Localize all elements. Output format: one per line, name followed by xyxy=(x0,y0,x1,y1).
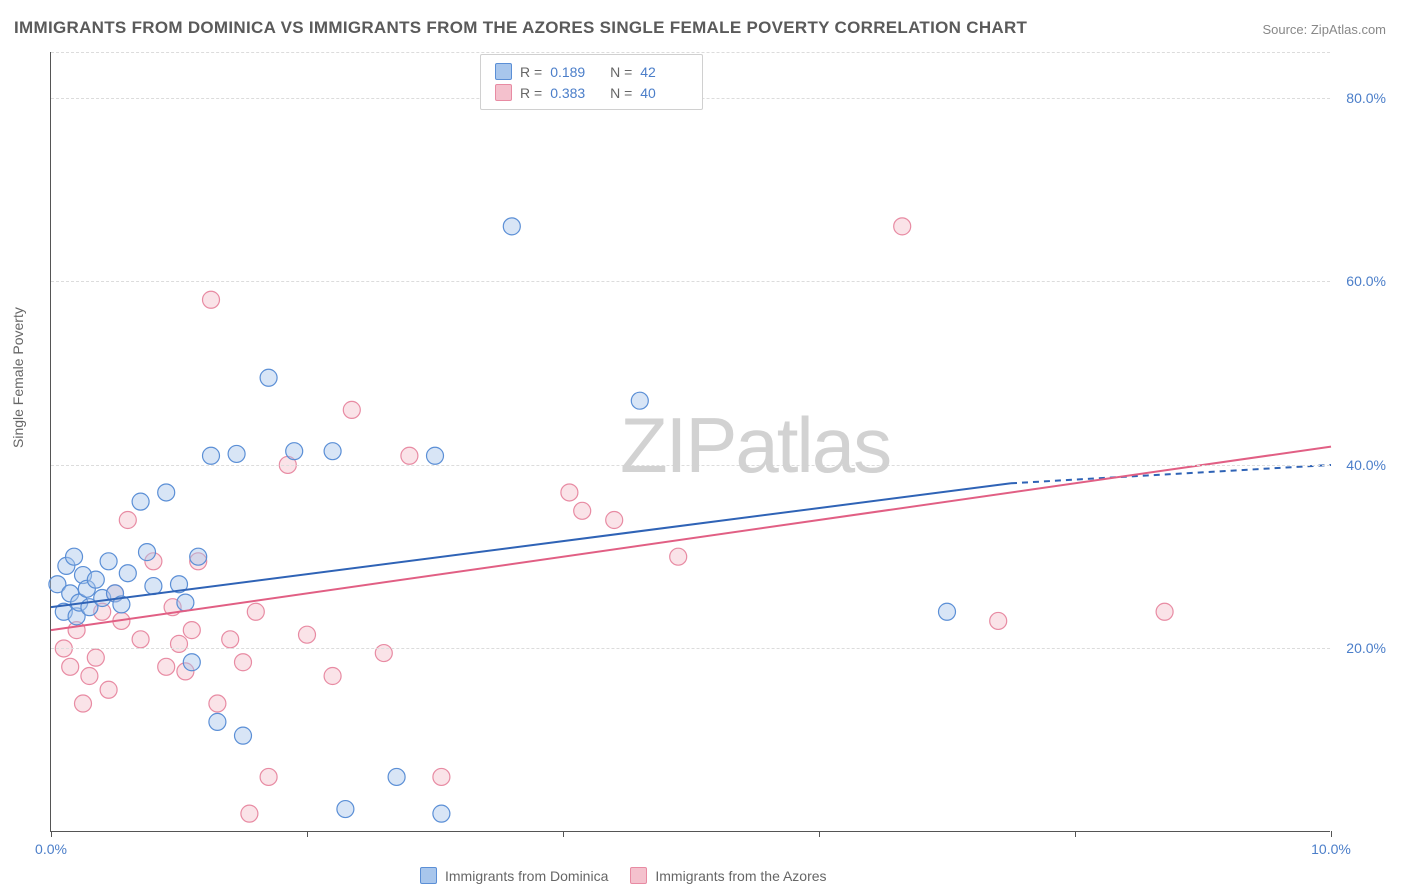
regression-line xyxy=(51,483,1011,607)
data-point xyxy=(158,484,175,501)
data-point xyxy=(203,291,220,308)
data-point xyxy=(375,645,392,662)
legend-row: R = 0.189 N = 42 xyxy=(495,61,688,82)
data-point xyxy=(343,401,360,418)
data-point xyxy=(183,622,200,639)
data-point xyxy=(401,447,418,464)
legend-swatch xyxy=(630,867,647,884)
data-point xyxy=(241,805,258,822)
data-point xyxy=(66,548,83,565)
data-point xyxy=(990,612,1007,629)
chart-svg xyxy=(51,52,1330,831)
legend-row: R = 0.383 N = 40 xyxy=(495,82,688,103)
y-tick-label: 40.0% xyxy=(1346,457,1386,473)
data-point xyxy=(119,565,136,582)
legend-item: Immigrants from the Azores xyxy=(630,867,826,884)
legend-swatch xyxy=(495,84,512,101)
data-point xyxy=(177,594,194,611)
legend-n-label: N = xyxy=(606,85,632,101)
x-tick-label: 10.0% xyxy=(1311,841,1351,857)
data-point xyxy=(171,635,188,652)
source-label: Source: ZipAtlas.com xyxy=(1262,22,1386,37)
data-point xyxy=(247,603,264,620)
data-point xyxy=(427,447,444,464)
data-point xyxy=(324,443,341,460)
legend-n-label: N = xyxy=(606,64,632,80)
legend-r-value: 0.383 xyxy=(550,85,598,101)
grid-line xyxy=(51,52,1330,53)
data-point xyxy=(388,768,405,785)
plot-area: 20.0%40.0%60.0%80.0%0.0%10.0% xyxy=(50,52,1330,832)
x-tick xyxy=(1331,831,1332,837)
data-point xyxy=(670,548,687,565)
data-point xyxy=(132,631,149,648)
x-tick-label: 0.0% xyxy=(35,841,67,857)
legend-r-label: R = xyxy=(520,64,542,80)
data-point xyxy=(939,603,956,620)
data-point xyxy=(299,626,316,643)
legend-series-label: Immigrants from the Azores xyxy=(655,868,826,884)
data-point xyxy=(606,512,623,529)
data-point xyxy=(286,443,303,460)
data-point xyxy=(222,631,239,648)
legend-swatch xyxy=(495,63,512,80)
legend-n-value: 42 xyxy=(640,64,688,80)
data-point xyxy=(260,369,277,386)
x-tick xyxy=(1075,831,1076,837)
data-point xyxy=(132,493,149,510)
grid-line xyxy=(51,465,1330,466)
data-point xyxy=(87,571,104,588)
data-point xyxy=(100,553,117,570)
data-point xyxy=(100,681,117,698)
data-point xyxy=(561,484,578,501)
data-point xyxy=(145,578,162,595)
y-tick-label: 80.0% xyxy=(1346,90,1386,106)
data-point xyxy=(75,695,92,712)
data-point xyxy=(574,502,591,519)
data-point xyxy=(503,218,520,235)
data-point xyxy=(337,801,354,818)
data-point xyxy=(894,218,911,235)
legend-series-label: Immigrants from Dominica xyxy=(445,868,608,884)
data-point xyxy=(87,649,104,666)
data-point xyxy=(209,695,226,712)
data-point xyxy=(228,445,245,462)
data-point xyxy=(631,392,648,409)
y-tick-label: 60.0% xyxy=(1346,273,1386,289)
data-point xyxy=(433,768,450,785)
correlation-legend: R = 0.189 N = 42 R = 0.383 N = 40 xyxy=(480,54,703,110)
regression-line-dashed xyxy=(1011,465,1331,483)
x-tick xyxy=(51,831,52,837)
data-point xyxy=(190,548,207,565)
data-point xyxy=(324,668,341,685)
data-point xyxy=(433,805,450,822)
data-point xyxy=(1156,603,1173,620)
y-tick-label: 20.0% xyxy=(1346,640,1386,656)
data-point xyxy=(209,713,226,730)
regression-line xyxy=(51,447,1331,631)
x-tick xyxy=(563,831,564,837)
x-tick xyxy=(819,831,820,837)
series-legend: Immigrants from Dominica Immigrants from … xyxy=(420,867,827,884)
grid-line xyxy=(51,281,1330,282)
x-tick xyxy=(307,831,308,837)
grid-line xyxy=(51,648,1330,649)
data-point xyxy=(260,768,277,785)
data-point xyxy=(62,658,79,675)
data-point xyxy=(81,668,98,685)
legend-r-label: R = xyxy=(520,85,542,101)
chart-title: IMMIGRANTS FROM DOMINICA VS IMMIGRANTS F… xyxy=(14,18,1027,38)
legend-item: Immigrants from Dominica xyxy=(420,867,608,884)
data-point xyxy=(139,544,156,561)
data-point xyxy=(183,654,200,671)
legend-n-value: 40 xyxy=(640,85,688,101)
data-point xyxy=(158,658,175,675)
data-point xyxy=(235,727,252,744)
legend-r-value: 0.189 xyxy=(550,64,598,80)
data-point xyxy=(203,447,220,464)
legend-swatch xyxy=(420,867,437,884)
y-axis-label: Single Female Poverty xyxy=(10,307,26,448)
data-point xyxy=(119,512,136,529)
data-point xyxy=(235,654,252,671)
